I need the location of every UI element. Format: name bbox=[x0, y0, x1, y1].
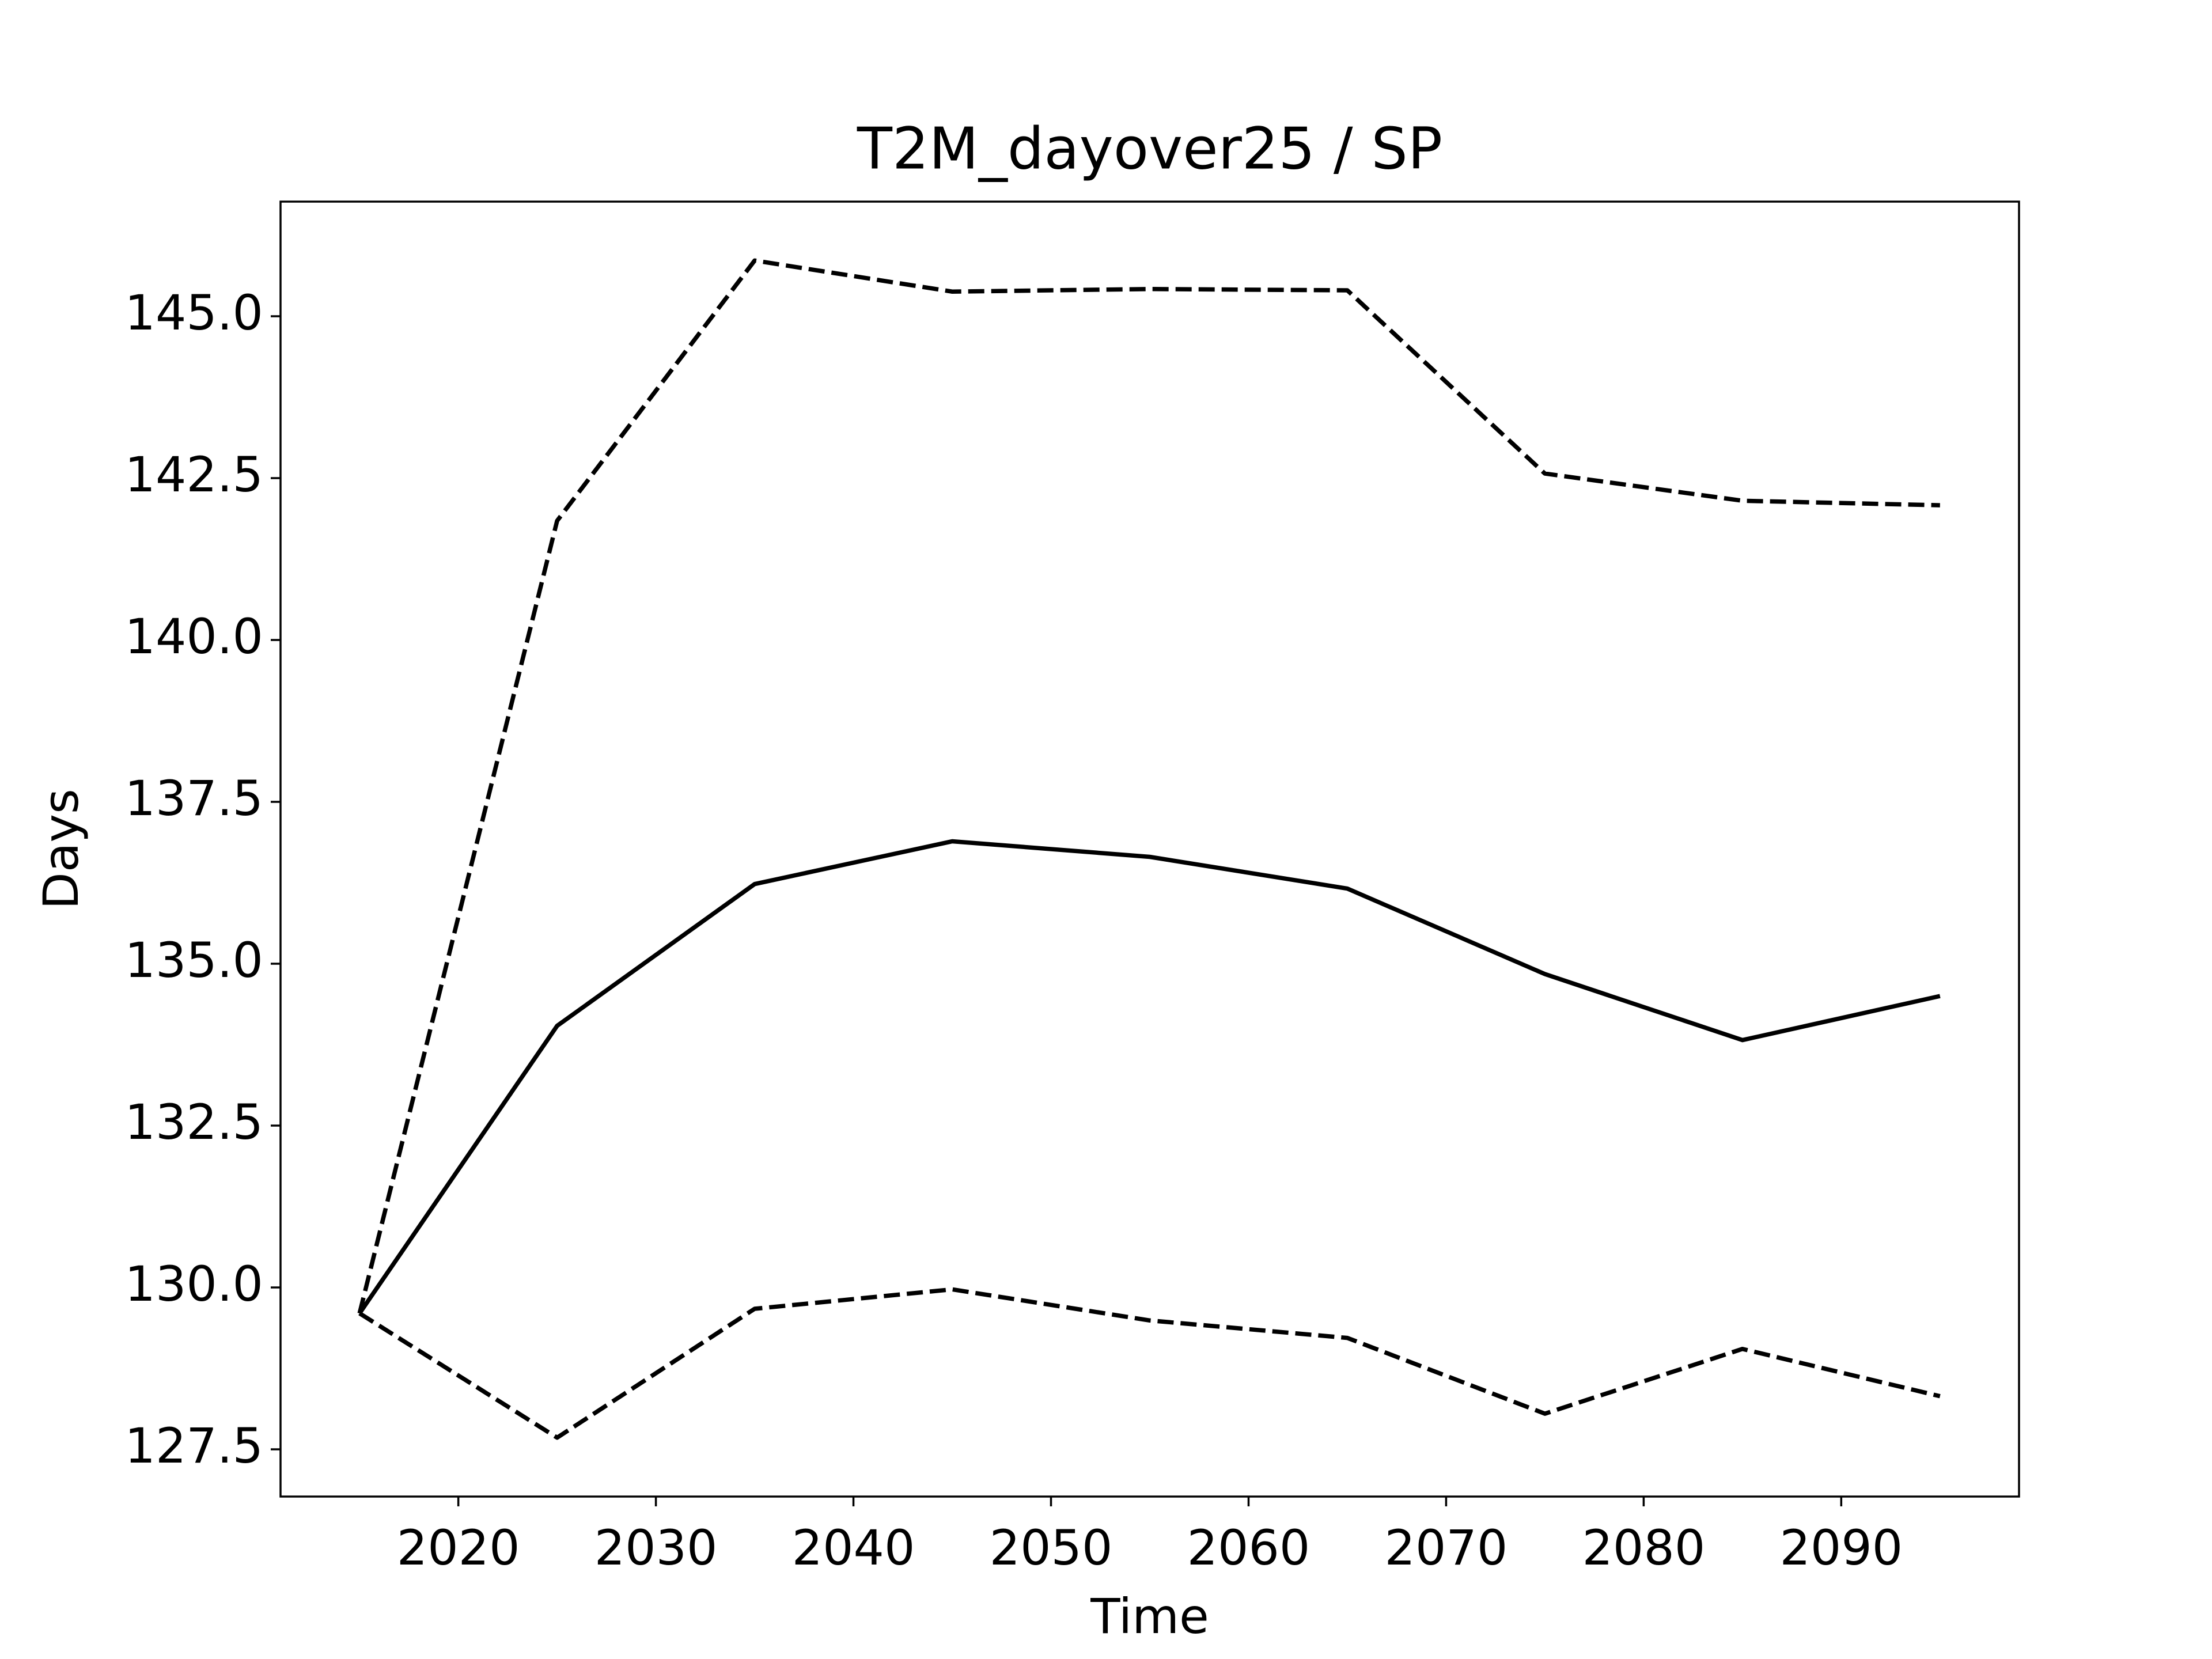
y-tick-label: 145.0 bbox=[125, 285, 263, 341]
y-axis-label: Days bbox=[33, 789, 89, 910]
plot-frame bbox=[279, 200, 2020, 1498]
y-tick-label: 137.5 bbox=[125, 770, 263, 827]
line-series bbox=[357, 258, 1940, 1314]
x-tick-label: 2020 bbox=[397, 1520, 520, 1576]
x-tick-label: 2040 bbox=[792, 1520, 915, 1576]
x-tick-label: 2070 bbox=[1385, 1520, 1508, 1576]
x-axis-label: Time bbox=[1090, 1588, 1209, 1645]
y-tick-label: 140.0 bbox=[125, 608, 263, 665]
chart-title: T2M_dayover25 / SP bbox=[857, 115, 1442, 182]
x-tick-label: 2090 bbox=[1779, 1520, 1903, 1576]
x-tick-label: 2050 bbox=[990, 1520, 1113, 1576]
line-series bbox=[358, 1287, 1941, 1440]
y-tick-label: 135.0 bbox=[125, 932, 263, 988]
x-tick-label: 2030 bbox=[594, 1520, 718, 1576]
y-tick-label: 142.5 bbox=[125, 446, 263, 503]
y-tick-label: 127.5 bbox=[125, 1418, 263, 1474]
x-tick-label: 2060 bbox=[1187, 1520, 1310, 1576]
line-series bbox=[358, 839, 1941, 1315]
y-tick-label: 132.5 bbox=[125, 1094, 263, 1150]
y-tick-label: 130.0 bbox=[125, 1256, 263, 1312]
x-tick-label: 2080 bbox=[1582, 1520, 1705, 1576]
